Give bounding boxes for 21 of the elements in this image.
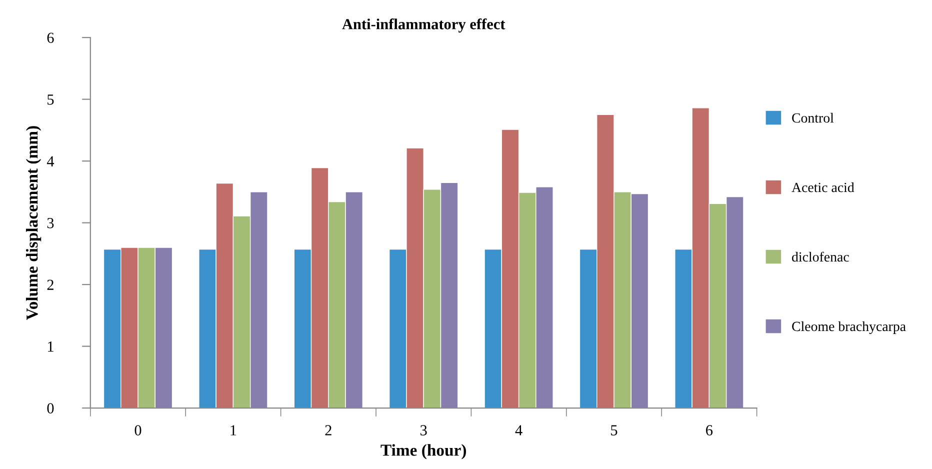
x-tick-label: 4 — [515, 425, 522, 436]
x-tick-label: 1 — [230, 425, 236, 436]
x-tick-label: 3 — [420, 425, 427, 436]
chart-title: Anti-inflammatory effect — [342, 18, 506, 32]
y-tick-label: 6 — [47, 32, 54, 43]
y-tick-label: 4 — [46, 156, 54, 166]
y-tick-label: 5 — [48, 94, 54, 105]
y-tick-label: 1 — [48, 341, 54, 352]
x-tick-label: 5 — [611, 425, 618, 436]
legend-label: Cleome brachycarpa — [792, 321, 906, 334]
x-tick-label: 0 — [134, 425, 142, 436]
legend-label: diclofenac — [792, 252, 849, 262]
x-axis-title: Time (hour) — [380, 444, 466, 460]
y-tick-label: 0 — [47, 403, 54, 414]
x-tick-label: 6 — [706, 425, 713, 436]
y-tick-label: 2 — [47, 280, 54, 290]
y-axis-title: Volume displacement (mm) — [26, 126, 42, 320]
y-tick-label: 3 — [47, 218, 54, 228]
x-tick-label: 2 — [325, 425, 332, 436]
legend-label: Acetic acid — [792, 182, 854, 192]
legend-label: Control — [792, 112, 834, 123]
